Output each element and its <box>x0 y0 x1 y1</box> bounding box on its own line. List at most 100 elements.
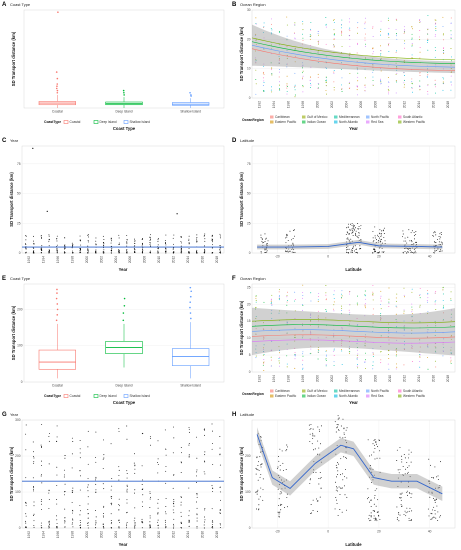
data-point <box>263 65 265 67</box>
data-point <box>395 353 397 355</box>
data-point <box>263 26 265 28</box>
y-tick-label: 5 <box>249 353 251 357</box>
data-point <box>439 233 441 235</box>
data-point <box>408 517 410 519</box>
data-point <box>180 237 182 239</box>
data-point <box>286 63 288 65</box>
data-point <box>411 306 413 308</box>
data-point <box>396 363 397 365</box>
panel-f: F Ocean Region 0 5 10 15 20 25 SD Transport di… <box>232 276 459 406</box>
data-point <box>310 35 312 37</box>
data-point <box>341 45 343 47</box>
legend-key <box>63 394 69 398</box>
data-point <box>219 453 221 455</box>
legend-label: Shallow Island <box>130 120 151 124</box>
data-point <box>79 452 81 454</box>
data-point <box>263 90 265 91</box>
data-point <box>410 497 412 499</box>
data-point <box>173 518 175 520</box>
outlier-point <box>190 94 192 96</box>
data-point <box>56 244 58 246</box>
data-point <box>380 317 381 319</box>
data-point <box>286 355 288 357</box>
data-point <box>430 518 432 520</box>
data-point <box>341 77 343 79</box>
data-point <box>196 482 197 484</box>
data-point <box>356 251 358 253</box>
x-tick-label: Deep Island <box>115 384 132 388</box>
data-point <box>357 76 359 78</box>
data-point <box>387 19 389 21</box>
data-point <box>364 307 366 309</box>
x-tick-label: 2014 <box>417 375 421 382</box>
data-point <box>312 435 314 437</box>
data-point <box>264 249 266 251</box>
data-point <box>188 525 190 527</box>
data-point <box>442 82 444 84</box>
data-point <box>431 518 433 520</box>
data-point <box>388 332 390 334</box>
data-point <box>56 440 58 442</box>
legend-key <box>366 120 370 124</box>
data-point <box>79 440 81 442</box>
data-point <box>95 240 97 242</box>
data-point <box>103 242 105 244</box>
data-point <box>103 527 105 529</box>
data-point <box>261 238 263 240</box>
data-point <box>356 365 358 367</box>
data-point <box>325 309 327 310</box>
data-point <box>325 23 327 25</box>
x-tick-label: 1998 <box>301 101 305 108</box>
data-point <box>404 42 406 44</box>
data-point <box>72 519 74 521</box>
data-point <box>450 335 452 337</box>
data-point <box>302 353 304 355</box>
data-point <box>203 429 205 431</box>
data-point <box>402 474 404 476</box>
data-point <box>396 460 398 461</box>
data-point <box>404 473 406 475</box>
data-point <box>72 441 74 442</box>
trend-line <box>251 41 456 64</box>
data-point <box>439 243 441 245</box>
data-point <box>278 511 280 513</box>
data-point <box>262 499 264 501</box>
data-point <box>432 517 434 519</box>
data-point <box>350 249 352 251</box>
data-point <box>404 244 406 246</box>
data-point <box>87 233 89 235</box>
data-point <box>340 474 342 476</box>
data-point <box>336 476 337 478</box>
data-point <box>292 229 294 231</box>
data-point <box>204 508 206 509</box>
data-point <box>349 27 351 29</box>
data-point <box>302 323 304 325</box>
data-point <box>403 335 405 337</box>
data-point <box>165 527 167 529</box>
data-point <box>278 360 280 362</box>
data-point <box>286 343 288 345</box>
data-point <box>188 454 190 456</box>
data-point <box>87 478 89 479</box>
data-point <box>302 29 304 31</box>
data-point <box>406 491 408 493</box>
data-point <box>286 85 288 87</box>
data-point <box>435 64 437 66</box>
data-point <box>443 49 444 51</box>
data-point <box>173 501 175 503</box>
data-point <box>341 295 343 297</box>
x-tick-label: 1992 <box>27 256 31 263</box>
data-point <box>338 417 340 419</box>
data-point <box>419 47 421 48</box>
data-point <box>294 354 296 356</box>
data-point <box>373 474 375 476</box>
legend-key <box>366 394 370 398</box>
data-point <box>180 235 182 237</box>
data-point <box>411 345 413 347</box>
data-point <box>172 487 174 489</box>
data-point <box>335 481 337 483</box>
data-point <box>64 526 66 528</box>
data-point <box>426 325 428 327</box>
data-point <box>373 511 375 512</box>
data-point <box>219 523 221 525</box>
